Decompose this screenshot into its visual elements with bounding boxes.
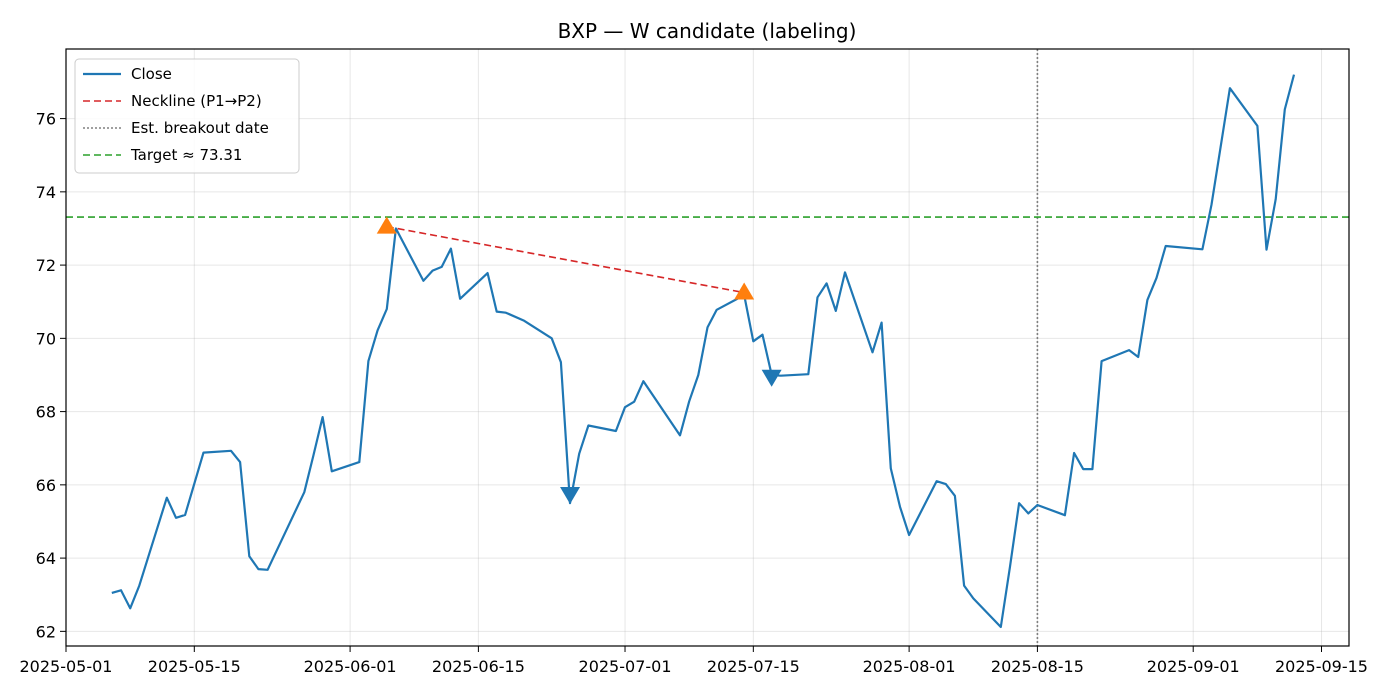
legend-box	[74, 58, 300, 174]
y-tick-label: 66	[36, 476, 56, 495]
x-tick-label: 2025-08-15	[991, 657, 1084, 676]
x-tick-label: 2025-08-01	[863, 657, 956, 676]
reference-lines	[66, 49, 1349, 646]
x-tick-label: 2025-07-15	[707, 657, 800, 676]
x-tick-label: 2025-05-01	[20, 657, 113, 676]
x-tick-label: 2025-09-01	[1147, 657, 1240, 676]
y-tick-label: 68	[36, 403, 56, 422]
x-tick-label: 2025-06-01	[304, 657, 397, 676]
legend: Close Neckline (P1→P2) Est. breakout date T…	[74, 58, 300, 174]
y-tick-label: 64	[36, 549, 56, 568]
series-group	[111, 74, 1296, 629]
legend-label: Neckline (P1→P2)	[131, 92, 262, 110]
y-tick-label: 74	[36, 183, 56, 202]
markers	[376, 216, 782, 505]
grid	[65, 49, 1349, 646]
y-axis: 62 64 66 68 70 72 74 76	[36, 110, 66, 641]
x-tick-label: 2025-05-15	[148, 657, 241, 676]
y-tick-label: 72	[36, 256, 56, 275]
chart-title: BXP — W candidate (labeling)	[558, 19, 857, 43]
y-tick-label: 70	[36, 329, 56, 348]
trough-marker	[761, 369, 782, 387]
x-axis: 2025-05-01 2025-05-15 2025-06-01 2025-06-15…	[20, 646, 1368, 676]
peak-marker	[734, 282, 755, 300]
plot-frame	[65, 48, 1350, 647]
trough-marker	[560, 487, 581, 505]
legend-label: Est. breakout date	[131, 119, 269, 137]
x-tick-label: 2025-09-15	[1275, 657, 1368, 676]
legend-label: Target ≈ 73.31	[130, 146, 242, 164]
y-tick-label: 62	[36, 622, 56, 641]
close-price-line	[111, 74, 1296, 629]
neckline-line	[386, 225, 745, 294]
x-tick-label: 2025-06-15	[432, 657, 525, 676]
peak-marker	[376, 216, 397, 234]
x-tick-label: 2025-07-01	[579, 657, 672, 676]
y-tick-label: 76	[36, 110, 56, 129]
legend-label: Close	[131, 65, 172, 83]
